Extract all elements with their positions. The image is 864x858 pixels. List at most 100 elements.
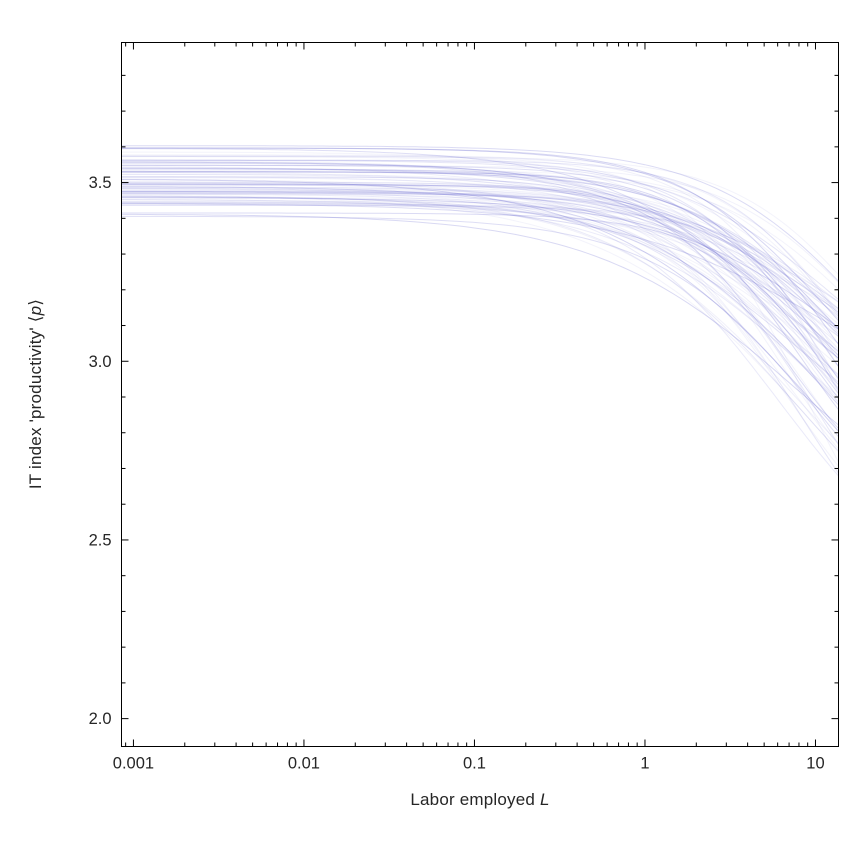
ensemble-curve <box>121 186 839 325</box>
y-tick-label: 3.0 <box>89 353 112 371</box>
ensemble-curve <box>121 187 839 386</box>
ensemble-curve <box>121 183 839 333</box>
ensemble-curve <box>121 173 839 337</box>
ensemble-curve <box>121 182 839 395</box>
ensemble-curve <box>121 167 839 313</box>
ensemble-curve <box>121 164 839 367</box>
ensemble-curve <box>121 145 839 282</box>
ensemble-curve <box>121 148 839 399</box>
ensemble-curve <box>121 183 839 389</box>
ensemble-curve <box>121 212 839 391</box>
ensemble-curve <box>121 195 839 453</box>
ensemble-curve <box>121 161 839 394</box>
plot-frame <box>121 42 839 747</box>
ensemble-curve <box>121 196 839 385</box>
ensemble-curve <box>121 215 839 438</box>
ensemble-curve <box>121 159 839 316</box>
ensemble-curve <box>121 161 839 360</box>
ensemble-curve <box>121 176 839 429</box>
y-tick-label: 3.5 <box>89 174 112 192</box>
ensemble-curve <box>121 193 839 477</box>
x-axis-title: Labor employed L <box>410 790 549 810</box>
ensemble-curve <box>121 203 839 311</box>
ensemble-curve <box>121 184 839 394</box>
ensemble-curve <box>121 171 839 446</box>
ensemble-curve <box>121 199 839 403</box>
ensemble-curve <box>121 196 839 383</box>
ensemble-curve <box>121 177 839 331</box>
ensemble-curve <box>121 186 839 329</box>
ensemble-curve <box>121 179 839 432</box>
ensemble-curve <box>121 189 839 445</box>
ensemble-curve <box>121 200 839 404</box>
ensemble-curve <box>121 176 839 377</box>
ensemble-curve <box>121 170 839 330</box>
ensemble-curve <box>121 204 839 303</box>
ensemble-curve <box>121 168 839 320</box>
ensemble-curve <box>121 147 839 345</box>
ensemble-curve <box>121 159 839 380</box>
ensemble-curve <box>121 183 839 345</box>
ensemble-curve <box>121 161 839 467</box>
ensemble-curve <box>121 190 839 398</box>
ensemble-curve <box>121 202 839 337</box>
ensemble-curve <box>121 202 839 317</box>
ensemble-curve <box>121 191 839 359</box>
ensemble-curve <box>121 204 839 362</box>
ensemble-curve <box>121 203 839 330</box>
x-tick-label: 0.01 <box>288 755 320 773</box>
ensemble-curve <box>121 162 839 359</box>
y-axis-bracket-open: ⟨ <box>26 315 45 323</box>
ensemble-curve <box>121 213 839 426</box>
ensemble-curve <box>121 191 839 353</box>
x-axis-title-text: Labor employed <box>410 790 540 809</box>
ensemble-curve <box>121 164 839 334</box>
ensemble-curve <box>121 154 839 390</box>
ensemble-curve <box>121 171 839 310</box>
curve-ensemble <box>121 145 839 477</box>
ensemble-curve <box>121 156 839 316</box>
ensemble-curve <box>121 201 839 376</box>
y-axis-variable: p <box>26 305 45 316</box>
ensemble-curve <box>121 192 839 309</box>
ensemble-curve <box>121 202 839 475</box>
x-tick-label: 1 <box>640 755 649 773</box>
ensemble-curve <box>121 196 839 452</box>
ensemble-curve <box>121 186 839 406</box>
ensemble-curve <box>121 167 839 303</box>
y-tick-label: 2.5 <box>89 531 112 549</box>
ensemble-curve <box>121 197 839 329</box>
y-axis-title-text: IT index 'productivity' <box>26 322 45 490</box>
ensemble-curve <box>121 173 839 432</box>
y-axis-bracket-close: ⟩ <box>26 298 45 306</box>
ensemble-curve <box>121 181 839 386</box>
x-tick-label: 0.001 <box>113 755 154 773</box>
ensemble-curve <box>121 168 839 367</box>
ensemble-curve <box>121 201 839 450</box>
ensemble-curve <box>121 188 839 350</box>
x-tick-label: 10 <box>806 755 824 773</box>
ensemble-curve <box>121 147 839 322</box>
ensemble-curve <box>121 193 839 356</box>
x-tick-label: 0.1 <box>463 755 486 773</box>
ensemble-curve <box>121 155 839 314</box>
y-tick-label: 2.0 <box>89 710 112 728</box>
x-axis-variable: L <box>539 790 550 809</box>
ensemble-curve <box>121 183 839 336</box>
ensemble-curve <box>121 166 839 344</box>
ensemble-curve <box>121 190 839 474</box>
ensemble-curve <box>121 155 839 463</box>
ensemble-curve <box>121 199 839 366</box>
ensemble-curve <box>121 178 839 351</box>
ensemble-curve <box>121 181 839 400</box>
ensemble-curve <box>121 192 839 379</box>
ensemble-curve <box>121 151 839 379</box>
ensemble-curve <box>121 171 839 290</box>
ensemble-curve <box>121 165 839 283</box>
ensemble-curve <box>121 156 839 276</box>
ensemble-curve <box>121 161 839 375</box>
ensemble-curve <box>121 184 839 411</box>
ensemble-curve <box>121 195 839 444</box>
